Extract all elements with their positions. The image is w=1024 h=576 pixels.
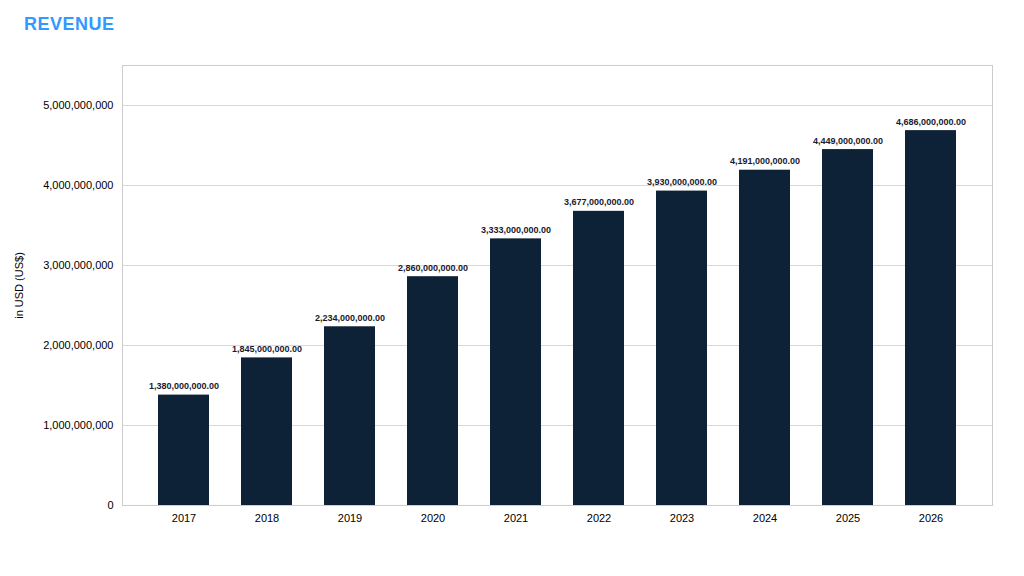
svg-text:4,449,000,000.00: 4,449,000,000.00 xyxy=(813,136,883,146)
svg-text:2,000,000,000: 2,000,000,000 xyxy=(43,339,113,351)
svg-text:2017: 2017 xyxy=(172,512,196,524)
html-text:REVENUE: REVENUE xyxy=(24,14,115,34)
svg-text:0: 0 xyxy=(107,499,113,511)
svg-text:2024: 2024 xyxy=(753,512,777,524)
svg-text:1,380,000,000.00: 1,380,000,000.00 xyxy=(149,381,219,391)
svg-text:1,845,000,000.00: 1,845,000,000.00 xyxy=(232,344,302,354)
svg-text:2019: 2019 xyxy=(338,512,362,524)
svg-text:4,000,000,000: 4,000,000,000 xyxy=(43,179,113,191)
svg-text:2022: 2022 xyxy=(587,512,611,524)
svg-text:3,000,000,000: 3,000,000,000 xyxy=(43,259,113,271)
svg-text:4,191,000,000.00: 4,191,000,000.00 xyxy=(730,156,800,166)
svg-text:2025: 2025 xyxy=(836,512,860,524)
svg-text:4,686,000,000.00: 4,686,000,000.00 xyxy=(896,117,966,127)
svg-text:1,000,000,000: 1,000,000,000 xyxy=(43,419,113,431)
svg-text:2,234,000,000.00: 2,234,000,000.00 xyxy=(315,313,385,323)
svg-text:2020: 2020 xyxy=(421,512,445,524)
svg-text:5,000,000,000: 5,000,000,000 xyxy=(43,99,113,111)
svg-text:2023: 2023 xyxy=(670,512,694,524)
svg-text:3,677,000,000.00: 3,677,000,000.00 xyxy=(564,197,634,207)
svg-text:3,930,000,000.00: 3,930,000,000.00 xyxy=(647,177,717,187)
svg-text:3,333,000,000.00: 3,333,000,000.00 xyxy=(481,225,551,235)
svg-text:2018: 2018 xyxy=(255,512,279,524)
svg-text:in USD (US$): in USD (US$) xyxy=(13,252,25,319)
svg-text:2026: 2026 xyxy=(919,512,943,524)
svg-text:2021: 2021 xyxy=(504,512,528,524)
svg-text:2,860,000,000.00: 2,860,000,000.00 xyxy=(398,263,468,273)
